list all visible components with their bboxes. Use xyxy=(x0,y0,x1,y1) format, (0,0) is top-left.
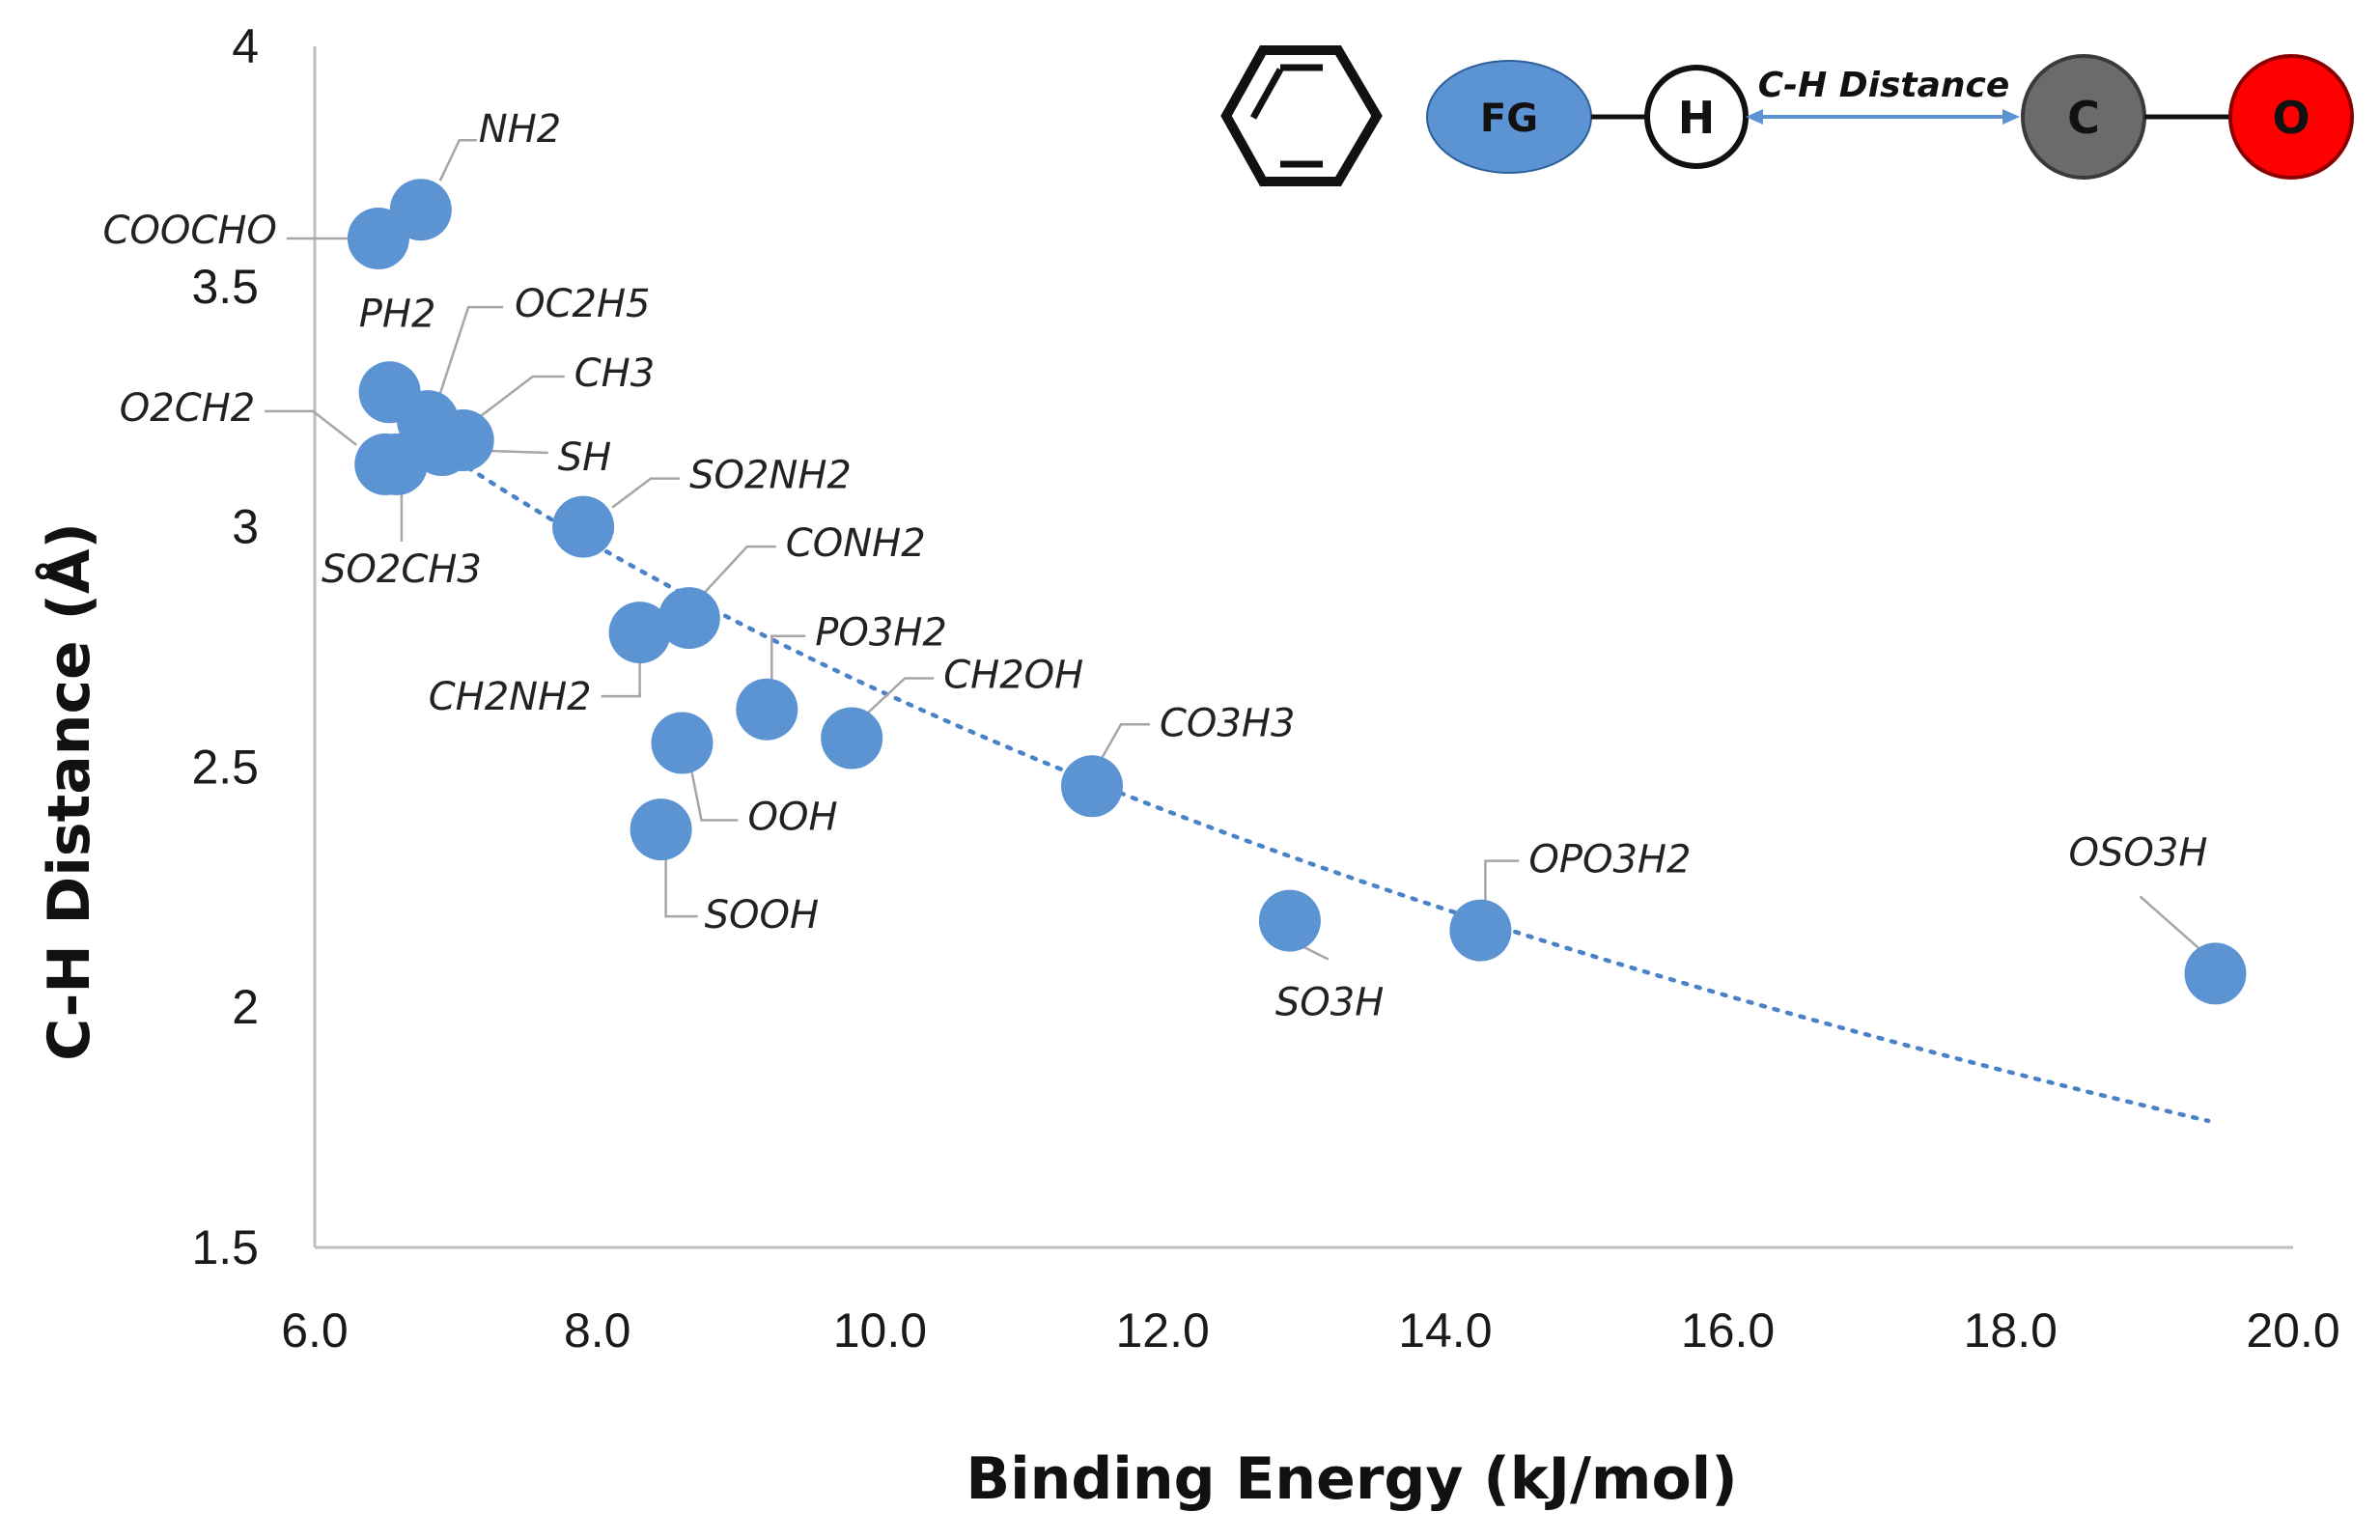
callout-leader xyxy=(466,375,565,427)
point-label: CO3H3 xyxy=(1160,701,1295,745)
callout-leader xyxy=(690,771,739,822)
y-tick-label: 4 xyxy=(232,19,259,73)
data-point xyxy=(630,798,692,861)
callout-leader xyxy=(770,634,806,681)
x-axis-title: Binding Energy (kJ/mol) xyxy=(966,1445,1737,1513)
data-point xyxy=(608,602,671,664)
c-label: C xyxy=(2067,92,2100,144)
point-label: SOOH xyxy=(705,893,819,938)
o-label: O xyxy=(2272,92,2310,144)
arrowhead-left-icon xyxy=(1746,109,1763,125)
data-markers xyxy=(347,179,2247,1005)
data-point xyxy=(552,495,615,558)
callout-leader xyxy=(438,138,477,182)
data-point xyxy=(736,678,798,741)
callout-leader xyxy=(611,477,681,509)
callout-leader xyxy=(265,409,357,446)
point-label: PH2 xyxy=(359,292,436,336)
x-tick-label: 12.0 xyxy=(1115,1303,1209,1358)
data-point xyxy=(658,587,720,650)
benzene-ring-icon xyxy=(1220,45,1383,186)
h-label: H xyxy=(1678,92,1716,144)
callout-leader xyxy=(435,305,504,403)
point-label: SO2CH3 xyxy=(322,547,482,592)
y-tick-label: 1.5 xyxy=(191,1220,259,1274)
point-label: CH2NH2 xyxy=(429,675,592,719)
data-point xyxy=(1449,899,1512,962)
point-label: SO3H xyxy=(1275,981,1384,1025)
point-label: O2CH2 xyxy=(120,386,255,431)
x-tick-labels: 6.0 8.0 10.0 12.0 14.0 16.0 18.0 20.0 xyxy=(281,1303,2339,1358)
x-tick-label: 14.0 xyxy=(1398,1303,1492,1358)
data-point xyxy=(2184,942,2247,1005)
callout-leader xyxy=(2139,895,2207,956)
data-point xyxy=(347,208,409,269)
point-labels: NH2 COOCHO PH2 OC2H5 CH3 SH O2CH2 SO2CH3 SO2NH2 C… xyxy=(103,107,2208,1024)
x-tick-label: 10.0 xyxy=(833,1303,927,1358)
schematic-diagram: FG H C-H Distance C O xyxy=(1220,45,2354,186)
data-point xyxy=(1258,889,1321,952)
point-label: OSO3H xyxy=(2069,830,2208,875)
point-label: SH xyxy=(558,435,611,480)
fg-label: FG xyxy=(1480,97,1538,141)
y-tick-label: 3 xyxy=(232,500,259,554)
y-tick-label: 3.5 xyxy=(191,260,259,314)
point-label: CH2OH xyxy=(943,654,1083,698)
point-label: CH3 xyxy=(574,351,655,396)
trendline xyxy=(376,404,2211,1124)
y-tick-label: 2 xyxy=(232,980,259,1034)
x-tick-label: 6.0 xyxy=(281,1303,349,1358)
point-label: SO2NH2 xyxy=(689,454,852,498)
x-tick-label: 8.0 xyxy=(564,1303,631,1358)
x-tick-label: 16.0 xyxy=(1681,1303,1775,1358)
callout-leader xyxy=(860,677,935,720)
point-label: OPO3H2 xyxy=(1528,838,1691,882)
y-tick-labels: 1.5 2 2.5 3 3.5 4 xyxy=(191,19,259,1274)
y-axis-title: C-H Distance (Å) xyxy=(35,522,103,1061)
data-point xyxy=(1061,755,1123,818)
arrowhead-right-icon xyxy=(2002,109,2020,125)
point-label: CONH2 xyxy=(786,521,926,566)
point-label: NH2 xyxy=(479,107,561,152)
oxygen-atom-node xyxy=(2228,54,2354,180)
callout-leader xyxy=(664,858,698,918)
x-tick-label: 18.0 xyxy=(1964,1303,2058,1358)
data-point xyxy=(821,707,883,770)
point-label: OC2H5 xyxy=(515,282,650,326)
point-label: OOH xyxy=(748,796,838,840)
callout-leader xyxy=(697,545,776,600)
data-point xyxy=(365,433,428,495)
point-label: COOCHO xyxy=(103,209,277,253)
y-tick-label: 2.5 xyxy=(191,740,259,794)
x-tick-label: 20.0 xyxy=(2246,1303,2339,1358)
callout-leader xyxy=(1095,723,1150,768)
callout-leader xyxy=(601,661,641,698)
axes xyxy=(313,46,2293,1249)
benzene-inner-bond xyxy=(1249,68,1284,120)
callout-leader xyxy=(1484,859,1520,902)
data-point xyxy=(651,712,714,774)
point-label: PO3H2 xyxy=(815,611,947,656)
distance-label: C-H Distance xyxy=(1758,66,2010,105)
